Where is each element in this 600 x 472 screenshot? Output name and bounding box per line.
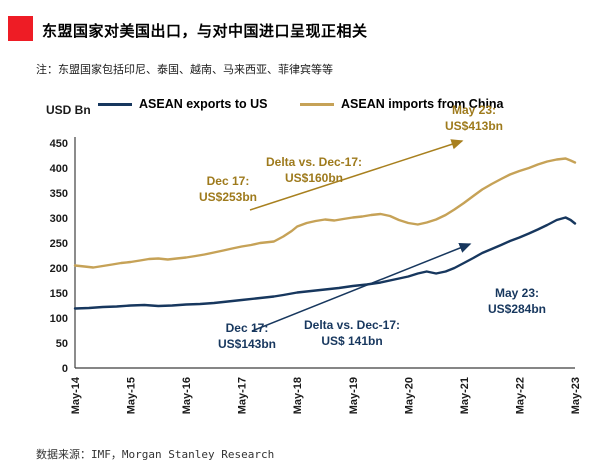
annotation-line-2: US$413bn bbox=[444, 118, 504, 133]
x-tick-label: May-20 bbox=[403, 377, 415, 414]
legend-item-exports: ASEAN exports to US bbox=[98, 97, 268, 111]
y-axis-unit-label: USD Bn bbox=[46, 103, 91, 117]
note-text: 注：东盟国家包括印尼、泰国、越南、马来西亚、菲律宾等等 bbox=[36, 64, 333, 76]
x-tick-label: May-23 bbox=[570, 377, 582, 414]
x-tick-label: May-17 bbox=[237, 377, 249, 414]
annotation-imports-may23: May 23: US$413bn bbox=[445, 103, 503, 134]
legend-item-imports: ASEAN imports from China bbox=[300, 97, 504, 111]
y-tick-label: 450 bbox=[50, 138, 68, 150]
annotation-line-1: Dec 17: bbox=[225, 321, 269, 335]
x-tick-label: May-16 bbox=[181, 377, 193, 414]
annotation-line-1: Delta vs. Dec-17: bbox=[265, 155, 363, 169]
y-tick-label: 150 bbox=[50, 288, 68, 300]
annotation-line-1: Delta vs. Dec-17: bbox=[303, 318, 401, 332]
y-tick-label: 400 bbox=[50, 163, 68, 175]
series-line-asean-imports-from-china bbox=[73, 157, 577, 269]
x-tick-label: May-14 bbox=[70, 376, 82, 414]
legend-line-sample-imports bbox=[300, 102, 334, 106]
annotation-line-1: Dec 17: bbox=[206, 174, 250, 188]
data-source: 数据来源：IMF，Morgan Stanley Research bbox=[36, 448, 275, 461]
x-tick-label: May-15 bbox=[126, 377, 138, 414]
annotation-line-1: May 23: bbox=[494, 286, 540, 300]
annotation-imports-dec17: Dec 17: US$253bn bbox=[199, 174, 257, 205]
annotation-exports-delta: Delta vs. Dec-17: US$ 141bn bbox=[304, 318, 400, 349]
x-tick-label: May-22 bbox=[514, 377, 526, 414]
y-tick-label: 50 bbox=[56, 338, 68, 350]
legend-label-exports: ASEAN exports to US bbox=[139, 97, 268, 111]
annotation-line-1: May 23: bbox=[451, 103, 497, 117]
y-tick-label: 0 bbox=[62, 363, 68, 375]
annotation-imports-delta: Delta vs. Dec-17: US$160bn bbox=[266, 155, 362, 186]
legend-line-sample-exports bbox=[98, 102, 132, 106]
legend-label-imports: ASEAN imports from China bbox=[341, 97, 504, 111]
y-tick-label: 200 bbox=[50, 263, 68, 275]
annotation-line-2: US$160bn bbox=[284, 170, 344, 185]
x-tick-label: May-19 bbox=[348, 377, 360, 414]
y-tick-label: 250 bbox=[50, 238, 68, 250]
red-accent-block bbox=[8, 16, 33, 41]
page-title: 东盟国家对美国出口，与对中国进口呈现正相关 bbox=[42, 23, 368, 40]
y-tick-label: 100 bbox=[50, 313, 68, 325]
y-tick-label: 350 bbox=[50, 188, 68, 200]
annotation-line-2: US$284bn bbox=[487, 301, 547, 316]
x-tick-label: May-18 bbox=[292, 377, 304, 414]
annotation-exports-may23: May 23: US$284bn bbox=[488, 286, 546, 317]
y-tick-label: 300 bbox=[50, 213, 68, 225]
trend-arrow bbox=[249, 139, 464, 211]
annotation-line-2: US$253bn bbox=[198, 189, 258, 204]
annotation-line-2: US$143bn bbox=[217, 336, 277, 351]
annotation-line-2: US$ 141bn bbox=[321, 333, 383, 348]
x-tick-label: May-21 bbox=[459, 377, 471, 414]
annotation-exports-dec17: Dec 17: US$143bn bbox=[218, 321, 276, 352]
trend-arrow bbox=[251, 243, 472, 332]
